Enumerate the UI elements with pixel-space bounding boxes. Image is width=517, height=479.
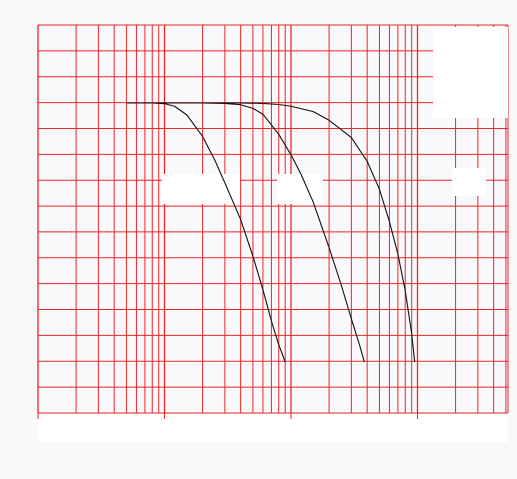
x-tick-layer	[37, 413, 418, 419]
blank-label-area	[38, 414, 508, 442]
blank-label-area	[433, 27, 508, 118]
series-line-3	[126, 102, 416, 363]
blank-patch-layer	[38, 27, 508, 442]
blank-label-area	[452, 168, 486, 196]
blank-label-area	[277, 174, 323, 204]
grid-layer	[37, 24, 509, 414]
series-line-1	[126, 102, 286, 363]
blank-label-area	[162, 174, 240, 204]
series-layer	[126, 102, 416, 363]
